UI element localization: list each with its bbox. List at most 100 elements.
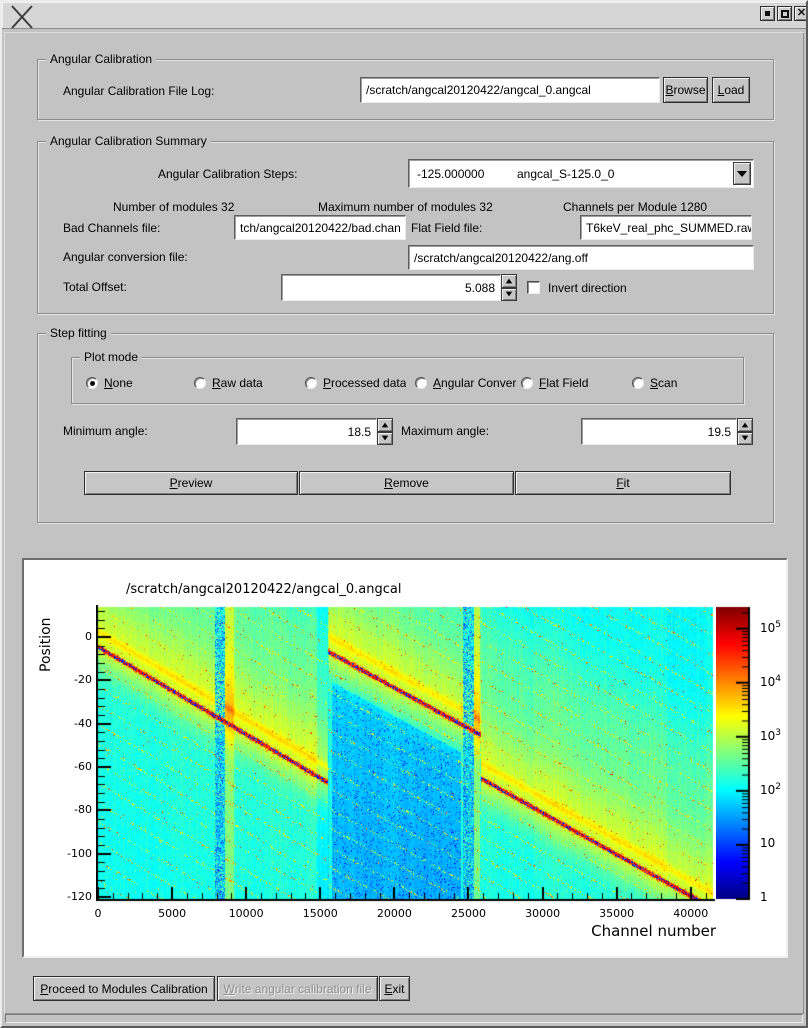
group-title: Plot mode [80, 350, 143, 365]
channels-per-module-text: Channels per Module 1280 [563, 200, 708, 214]
invert-direction-label: Invert direction [548, 281, 627, 295]
max-modules-text: Maximum number of modules 32 [318, 200, 493, 214]
min-angle-input[interactable]: 18.5 [236, 418, 377, 445]
group-title: Angular Calibration [46, 52, 157, 67]
arrow-down-icon [741, 435, 749, 441]
step-fitting-group: Step fitting Plot mode None Raw data Proce… [37, 326, 774, 523]
y-tick-label: -60 [74, 759, 92, 773]
radio-label: Processed data [323, 376, 407, 390]
radio-label: Flat Field [539, 376, 589, 390]
spin-down-button[interactable] [377, 431, 393, 445]
modules-count-text: Number of modules 32 [113, 200, 235, 214]
radio-label: None [104, 376, 133, 390]
x-tick-label: 20000 [376, 907, 412, 920]
total-offset-stepper [501, 274, 517, 301]
plot-panel: /scratch/angcal20120422/angcal_0.angcal … [22, 558, 788, 958]
spin-up-button[interactable] [377, 418, 393, 432]
colorbar-tick-label: 105 [760, 619, 782, 635]
group-title: Step fitting [46, 326, 111, 341]
y-tick-label: -80 [74, 803, 92, 817]
angular-calibration-summary-group: Angular Calibration Summary Angular Cali… [37, 134, 774, 314]
step-name: angcal_S-125.0_0 [517, 166, 615, 181]
radio-angular-conversion[interactable]: Angular Conversion [415, 374, 517, 392]
spin-up-button[interactable] [737, 418, 753, 432]
angular-conversion-label: Angular conversion file: [63, 250, 188, 264]
radio-circle-icon [194, 377, 206, 389]
total-offset-label: Total Offset: [63, 280, 127, 294]
max-angle-input[interactable]: 19.5 [581, 418, 737, 445]
x-axis-title: Channel number [591, 922, 716, 940]
y-tick-label: -120 [67, 889, 92, 903]
bad-channels-input[interactable]: tch/angcal20120422/bad.chan [234, 215, 406, 240]
y-tick-label: -40 [74, 716, 92, 730]
spin-up-button[interactable] [501, 274, 517, 288]
radio-label: Scan [650, 376, 678, 390]
radio-circle-icon [521, 377, 533, 389]
combo-text: -125.000000 angcal_S-125.0_0 [417, 160, 731, 187]
status-strip [5, 1014, 803, 1023]
colorbar-canvas [716, 605, 776, 901]
min-angle-stepper [377, 418, 393, 445]
spin-down-button[interactable] [501, 287, 517, 301]
plot-title: /scratch/angcal20120422/angcal_0.angcal [126, 582, 402, 597]
x-tick-label: 0 [94, 907, 102, 920]
radio-flat-field[interactable]: Flat Field [521, 374, 628, 392]
close-icon: ✕ [796, 7, 807, 19]
angular-calibration-group: Angular Calibration Angular Calibration … [37, 52, 774, 120]
minimize-button[interactable] [760, 6, 775, 21]
arrow-up-icon [381, 422, 389, 428]
angular-conversion-input[interactable]: /scratch/angcal20120422/ang.off [408, 245, 754, 270]
group-title: Angular Calibration Summary [46, 134, 211, 149]
colorbar-tick-label: 10 [760, 835, 776, 850]
radio-raw-data[interactable]: Raw data [194, 374, 301, 392]
total-offset-input[interactable]: 5.088 [281, 274, 501, 301]
y-axis-title: Position [38, 617, 54, 672]
maximize-button[interactable] [777, 6, 792, 21]
arrow-down-icon [381, 435, 389, 441]
arrow-up-icon [741, 422, 749, 428]
radio-label: Angular Conversion [433, 376, 517, 390]
y-tick-label: -20 [74, 673, 92, 687]
radio-circle-icon [415, 377, 427, 389]
colorbar-tick-label: 1 [760, 890, 768, 904]
radio-label: Raw data [212, 376, 263, 390]
chevron-down-icon [737, 170, 747, 177]
radio-processed-data[interactable]: Processed data [305, 374, 411, 392]
spin-down-button[interactable] [737, 431, 753, 445]
step-value: -125.000000 [417, 166, 485, 181]
x-tick-label: 40000 [673, 907, 709, 920]
min-angle-label: Minimum angle: [63, 424, 148, 438]
radio-scan[interactable]: Scan [632, 374, 741, 392]
max-angle-label: Maximum angle: [401, 424, 490, 438]
maximize-icon [780, 9, 789, 18]
heatmap-canvas[interactable] [96, 605, 716, 903]
radio-none[interactable]: None [86, 374, 190, 392]
colorbar-tick-label: 103 [760, 727, 782, 743]
window-menu-icon[interactable] [10, 4, 34, 30]
calibration-steps-select[interactable]: -125.000000 angcal_S-125.0_0 [408, 159, 754, 188]
flat-field-input[interactable]: T6keV_real_phc_SUMMED.raw [580, 215, 752, 240]
close-button[interactable]: ✕ [794, 6, 807, 21]
x-tick-label: 5000 [158, 907, 187, 920]
steps-label: Angular Calibration Steps: [158, 167, 298, 181]
titlebar[interactable]: ✕ [2, 2, 806, 29]
plot-mode-group: Plot mode None Raw data Processed data Angu… [71, 350, 744, 404]
combo-arrow-button[interactable] [733, 162, 751, 185]
x-tick-label: 30000 [525, 907, 561, 920]
x-tick-label: 35000 [599, 907, 635, 920]
file-log-input[interactable]: /scratch/angcal20120422/angcal_0.angcal [360, 77, 660, 103]
invert-direction-checkbox[interactable] [527, 281, 540, 294]
file-log-label: Angular Calibration File Log: [63, 84, 215, 98]
max-angle-stepper [737, 418, 753, 445]
radio-circle-icon [632, 377, 644, 389]
radio-circle-icon [305, 377, 317, 389]
